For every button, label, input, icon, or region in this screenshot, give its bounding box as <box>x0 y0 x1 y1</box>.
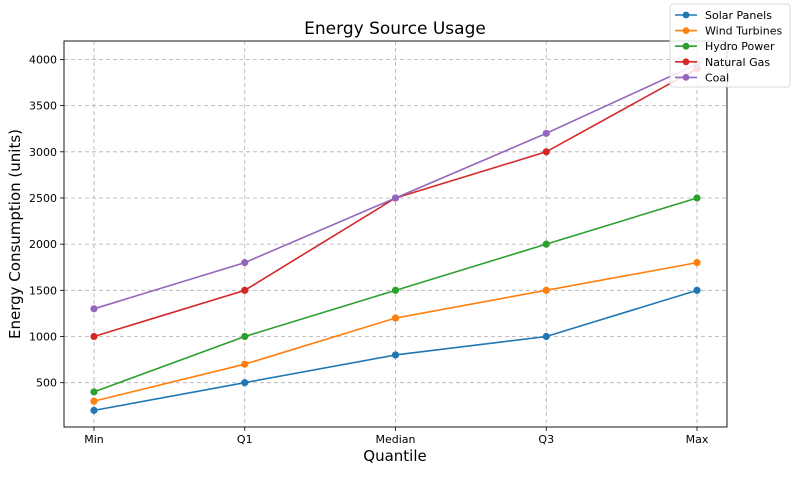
x-tick-label: Q3 <box>538 433 554 446</box>
y-tick-label: 1500 <box>29 284 57 297</box>
x-axis-title: Quantile <box>363 447 426 465</box>
legend-item: Coal <box>675 71 729 84</box>
legend-item: Solar Panels <box>675 9 772 22</box>
legend-label: Solar Panels <box>705 9 772 22</box>
series-wind-turbines <box>90 259 701 405</box>
legend-label: Hydro Power <box>705 40 775 53</box>
legend-item: Natural Gas <box>675 56 770 69</box>
y-tick-label: 3500 <box>29 100 57 113</box>
data-point <box>391 314 400 322</box>
y-tick-label: 500 <box>36 377 57 390</box>
legend-swatch-marker <box>682 58 690 66</box>
y-tick-label: 3000 <box>29 146 57 159</box>
data-point <box>241 259 249 267</box>
data-point <box>90 388 98 396</box>
axes: Min Q1 Median Q3 Max 500 1000 1500 2000 2500 3000 3… <box>29 40 728 446</box>
data-point <box>90 406 98 414</box>
x-tick-label: Min <box>84 433 104 446</box>
legend-item: Wind Turbines <box>675 25 782 38</box>
data-point <box>241 286 249 294</box>
series-coal <box>90 60 701 313</box>
chart-title: Energy Source Usage <box>304 19 486 39</box>
y-axis-title: Energy Consumption (units) <box>6 129 24 339</box>
series-hydro-power <box>90 194 701 396</box>
plot-frame <box>63 40 728 428</box>
series-group <box>90 60 701 414</box>
legend-swatch-marker <box>682 27 690 34</box>
data-point <box>90 397 98 405</box>
data-point <box>542 240 550 248</box>
legend-item: Hydro Power <box>675 40 775 53</box>
data-point <box>90 305 98 313</box>
data-point <box>693 286 701 294</box>
x-tick-label: Median <box>375 433 415 446</box>
legend-label: Natural Gas <box>705 56 770 69</box>
legend-box <box>669 3 791 88</box>
y-tick-label: 4000 <box>29 53 57 66</box>
legend-label: Coal <box>705 71 729 84</box>
data-point <box>542 332 550 341</box>
x-tick-label: Q1 <box>237 433 253 446</box>
series-solar-panels <box>90 286 701 414</box>
data-point <box>391 351 400 359</box>
data-point <box>542 148 550 156</box>
data-point <box>241 332 249 341</box>
legend-swatch-marker <box>682 74 690 81</box>
data-point <box>391 194 400 202</box>
data-point <box>542 286 550 294</box>
data-point <box>391 286 400 294</box>
legend-swatch-marker <box>682 11 690 19</box>
data-point <box>241 360 249 368</box>
y-tick-label: 2500 <box>29 192 57 205</box>
data-point <box>693 194 701 202</box>
legend: Solar Panels Wind Turbines Hydro Power Natu… <box>669 3 791 88</box>
y-tick-label: 2000 <box>29 238 57 251</box>
legend-label: Wind Turbines <box>705 25 782 38</box>
legend-swatch-marker <box>682 42 690 50</box>
data-point <box>90 332 98 341</box>
x-tick-label: Max <box>686 433 709 446</box>
data-point <box>542 129 550 137</box>
data-point <box>241 379 249 387</box>
data-point <box>693 259 701 267</box>
y-tick-label: 1000 <box>29 331 57 344</box>
